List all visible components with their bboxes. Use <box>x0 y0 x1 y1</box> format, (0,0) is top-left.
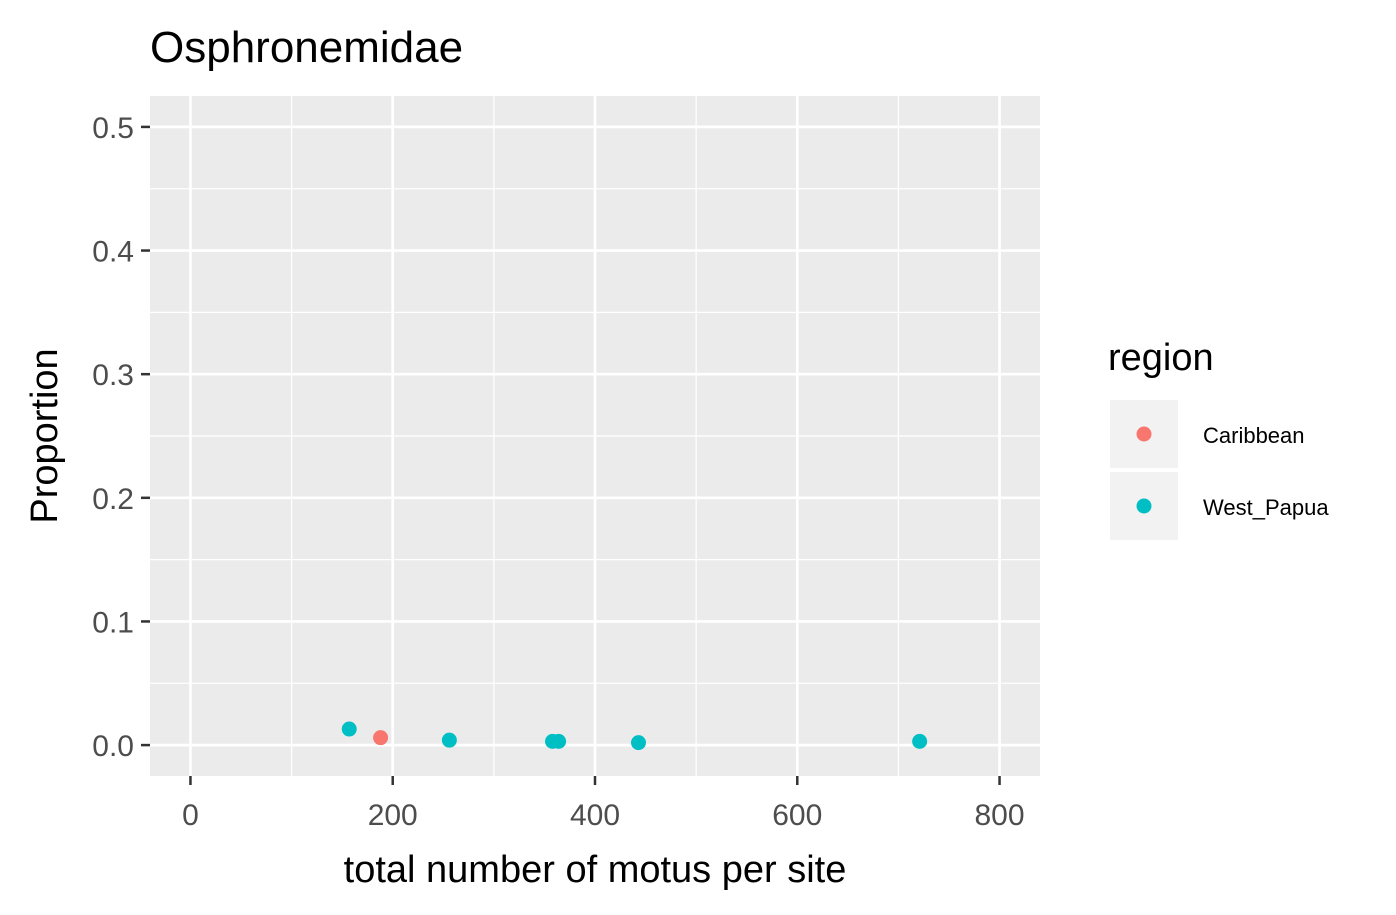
legend-title: region <box>1108 337 1214 379</box>
data-point <box>341 721 357 737</box>
x-tick-label: 600 <box>772 799 822 832</box>
data-point <box>630 735 646 751</box>
x-tick-label: 400 <box>570 799 620 832</box>
legend-key-swatch <box>1136 498 1152 514</box>
y-tick-label: 0.2 <box>92 483 134 516</box>
data-points <box>341 721 928 751</box>
y-axis-ticks: 0.0 0.1 0.2 0.3 0.4 0.5 <box>92 112 150 763</box>
x-tick-label: 0 <box>182 799 199 832</box>
data-point <box>373 730 389 746</box>
legend-key-swatch <box>1136 426 1152 442</box>
legend-label: Caribbean <box>1203 423 1305 448</box>
x-tick-label: 200 <box>368 799 418 832</box>
data-point <box>912 733 928 749</box>
data-point <box>551 733 567 749</box>
y-tick-label: 0.5 <box>92 112 134 145</box>
x-axis-title: total number of motus per site <box>344 849 847 891</box>
y-tick-label: 0.1 <box>92 606 134 639</box>
x-axis-ticks: 0 200 400 600 800 <box>182 776 1025 832</box>
y-axis-title: Proportion <box>24 348 66 523</box>
legend-label: West_Papua <box>1203 495 1329 520</box>
data-point <box>441 732 457 748</box>
major-gridlines <box>150 96 1040 776</box>
x-tick-label: 800 <box>975 799 1025 832</box>
chart-title: Osphronemidae <box>150 23 463 72</box>
y-tick-label: 0.4 <box>92 236 134 269</box>
legend-items: Caribbean West_Papua <box>1110 400 1329 540</box>
y-tick-label: 0.3 <box>92 359 134 392</box>
legend: region Caribbean West_Papua <box>1108 337 1329 540</box>
y-tick-label: 0.0 <box>92 730 134 763</box>
